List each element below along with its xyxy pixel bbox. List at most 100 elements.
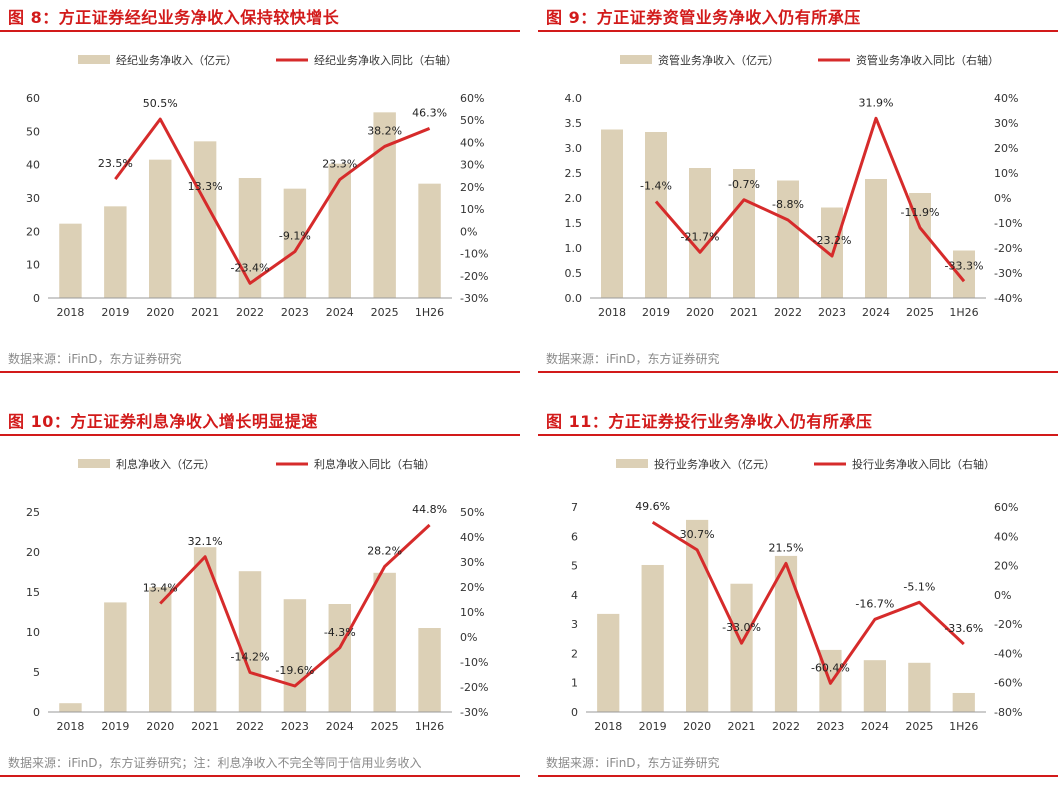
series-line	[114, 117, 431, 285]
y-tick-label: 40	[26, 159, 40, 172]
bar	[149, 587, 172, 712]
y2-tick-label: 20%	[460, 181, 484, 194]
data-source-note: 数据来源：iFinD，东方证券研究	[546, 756, 720, 770]
bar	[418, 183, 441, 298]
x-tick-label: 2023	[281, 306, 309, 319]
x-tick-label: 1H26	[949, 306, 978, 319]
chart-svg: 经纪业务净收入（亿元） 经纪业务净收入同比（右轴） 0 10 20 30 40 50 60 -30…	[26, 53, 488, 319]
y-tick-label: 20	[26, 546, 40, 559]
data-label: -4.3%	[324, 626, 356, 639]
bar	[689, 168, 711, 298]
y-tick-label: 4.0	[565, 92, 583, 105]
y2-tick-label: 40%	[460, 531, 484, 544]
y2-tick-label: -60%	[994, 677, 1022, 690]
x-tick-label: 2018	[56, 306, 84, 319]
y2-tick-label: -30%	[994, 267, 1022, 280]
y-tick-label: 7	[571, 501, 578, 514]
bottom-rule	[538, 371, 1058, 373]
bar	[104, 206, 127, 298]
x-tick-label: 2019	[642, 306, 670, 319]
chart-svg: 资管业务净收入（亿元） 资管业务净收入同比（右轴） 0.0 0.5 1.0 1.5 2.0 2…	[565, 53, 1023, 319]
data-label: -1.4%	[640, 180, 672, 193]
y-tick-label: 1	[571, 677, 578, 690]
title-rule	[538, 30, 1058, 32]
legend-label: 经纪业务净收入（亿元）	[116, 53, 237, 67]
bar	[774, 555, 798, 712]
x-tick-label: 2024	[326, 720, 354, 733]
x-tick-label: 2020	[146, 306, 174, 319]
chart-title: 图 10：方正证券利息净收入增长明显提速	[8, 412, 318, 431]
title-rule	[0, 434, 520, 436]
data-label: 30.7%	[680, 528, 715, 541]
chart-panel-3: 图 10：方正证券利息净收入增长明显提速 利息净收入（亿元） 利息净收入同比（右轴…	[0, 404, 520, 789]
chart-panel-1: 图 8：方正证券经纪业务净收入保持较快增长 经纪业务净收入（亿元） 经纪业务净收入…	[0, 0, 520, 385]
bar	[730, 583, 753, 712]
data-label: 13.4%	[143, 582, 178, 595]
y-tick-label: 25	[26, 506, 40, 519]
x-tick-label: 2024	[861, 720, 889, 733]
bar	[59, 223, 82, 298]
y2-tick-label: -30%	[460, 292, 488, 305]
y2-tick-label: -20%	[994, 242, 1022, 255]
x-tick-label: 2025	[905, 720, 933, 733]
bottom-rule	[0, 371, 520, 373]
bar	[373, 572, 396, 712]
x-tick-label: 2025	[906, 306, 934, 319]
data-label: -23.4%	[231, 261, 270, 274]
x-tick-label: 2020	[686, 306, 714, 319]
chart-panel-2: 图 9：方正证券资管业务净收入仍有所承压 资管业务净收入（亿元） 资管业务净收入同…	[538, 0, 1058, 385]
y2-tick-label: -30%	[460, 706, 488, 719]
data-label: 21.5%	[769, 541, 804, 554]
y-tick-label: 6	[571, 530, 578, 543]
y2-tick-label: 30%	[994, 117, 1018, 130]
data-label: 13.3%	[188, 180, 223, 193]
x-tick-label: 2018	[598, 306, 626, 319]
bar	[863, 660, 886, 712]
bar	[641, 564, 664, 712]
y2-tick-label: 30%	[460, 159, 484, 172]
x-tick-label: 2019	[639, 720, 667, 733]
y2-tick-label: 20%	[994, 142, 1018, 155]
bar	[865, 179, 887, 298]
y2-tick-label: 20%	[460, 581, 484, 594]
y2-tick-label: -80%	[994, 706, 1022, 719]
x-tick-label: 1H26	[415, 306, 444, 319]
y2-tick-label: 50%	[460, 506, 484, 519]
y-tick-label: 0.0	[565, 292, 583, 305]
chart-title: 图 9：方正证券资管业务净收入仍有所承压	[546, 8, 861, 27]
y-tick-label: 30	[26, 192, 40, 205]
bar	[328, 163, 351, 298]
data-label: 49.6%	[635, 500, 670, 513]
bar	[601, 129, 623, 298]
y-tick-label: 0	[571, 706, 578, 719]
y-tick-label: 3	[571, 618, 578, 631]
x-tick-label: 2023	[281, 720, 309, 733]
y2-tick-label: 20%	[994, 560, 1018, 573]
y2-tick-label: 40%	[994, 530, 1018, 543]
chart-svg: 利息净收入（亿元） 利息净收入同比（右轴）0510152025-30%-20%-1…	[26, 457, 488, 733]
chart-svg: 投行业务净收入（亿元） 投行业务净收入同比（右轴） 0 1 2 3 4 5 6 7 -80% -60%…	[571, 457, 1022, 733]
bar	[328, 604, 351, 712]
bar	[373, 112, 396, 298]
bar	[193, 547, 217, 712]
y2-tick-label: 10%	[460, 203, 484, 216]
data-label: 28.2%	[367, 545, 402, 558]
x-tick-label: 2021	[191, 720, 219, 733]
x-tick-label: 1H26	[415, 720, 444, 733]
x-tick-label: 2018	[56, 720, 84, 733]
y2-tick-label: -10%	[460, 656, 488, 669]
series-line	[651, 520, 965, 685]
y2-tick-label: -10%	[994, 217, 1022, 230]
y-tick-label: 2	[571, 647, 578, 660]
y2-tick-label: 0%	[994, 192, 1011, 205]
bar	[597, 613, 620, 712]
chart-title: 图 8：方正证券经纪业务净收入保持较快增长	[8, 8, 340, 27]
bar	[149, 159, 172, 298]
bar	[908, 662, 931, 712]
legend-bar-swatch	[620, 55, 652, 64]
x-tick-label: 2022	[772, 720, 800, 733]
data-label: 44.8%	[412, 503, 447, 516]
x-tick-label: 2021	[191, 306, 219, 319]
bar	[686, 519, 709, 712]
bar	[645, 132, 667, 298]
